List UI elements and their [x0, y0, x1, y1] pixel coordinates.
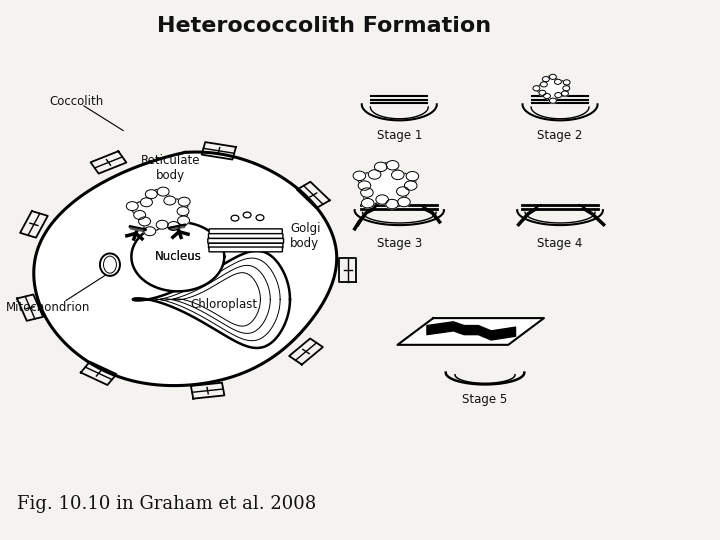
- Circle shape: [353, 171, 366, 180]
- Circle shape: [397, 187, 409, 196]
- Circle shape: [542, 77, 549, 82]
- Circle shape: [144, 227, 156, 235]
- Circle shape: [168, 221, 179, 231]
- Text: Stage 4: Stage 4: [537, 237, 582, 250]
- Circle shape: [405, 181, 417, 190]
- Circle shape: [126, 201, 138, 211]
- Text: Golgi
body: Golgi body: [290, 222, 320, 251]
- Circle shape: [156, 220, 168, 229]
- Polygon shape: [355, 161, 417, 207]
- FancyBboxPatch shape: [209, 234, 283, 239]
- Circle shape: [533, 86, 540, 91]
- Circle shape: [358, 181, 371, 190]
- Circle shape: [554, 92, 562, 98]
- Circle shape: [562, 91, 568, 96]
- FancyBboxPatch shape: [209, 244, 283, 248]
- Circle shape: [539, 90, 546, 96]
- Text: Reticulate
body: Reticulate body: [141, 154, 200, 182]
- Circle shape: [406, 172, 419, 181]
- Circle shape: [387, 160, 399, 170]
- Circle shape: [140, 198, 153, 207]
- Polygon shape: [129, 226, 146, 231]
- Polygon shape: [130, 228, 144, 232]
- Circle shape: [361, 199, 374, 208]
- Polygon shape: [534, 75, 569, 103]
- Circle shape: [386, 199, 398, 209]
- Circle shape: [544, 93, 550, 99]
- Polygon shape: [34, 152, 337, 386]
- FancyBboxPatch shape: [209, 247, 282, 252]
- Circle shape: [164, 196, 176, 205]
- Text: Stage 3: Stage 3: [377, 237, 422, 250]
- Circle shape: [554, 79, 562, 84]
- Text: Mitochondrion: Mitochondrion: [6, 301, 91, 314]
- Text: Stage 2: Stage 2: [537, 130, 582, 143]
- Text: Nucleus: Nucleus: [154, 250, 202, 263]
- Circle shape: [541, 82, 547, 87]
- Circle shape: [374, 162, 387, 172]
- Text: Fig. 10.10 in Graham et al. 2008: Fig. 10.10 in Graham et al. 2008: [17, 495, 316, 513]
- FancyBboxPatch shape: [208, 239, 284, 244]
- Text: Nucleus: Nucleus: [154, 250, 202, 263]
- Circle shape: [134, 211, 145, 219]
- Circle shape: [549, 75, 557, 79]
- Ellipse shape: [100, 253, 120, 276]
- Polygon shape: [168, 224, 186, 229]
- Circle shape: [138, 217, 150, 226]
- Circle shape: [145, 190, 157, 199]
- Text: Chloroplast: Chloroplast: [191, 298, 258, 311]
- Polygon shape: [131, 222, 224, 292]
- Circle shape: [563, 86, 570, 91]
- Text: Stage 5: Stage 5: [462, 393, 508, 406]
- Polygon shape: [397, 318, 544, 345]
- Text: Coccolith: Coccolith: [49, 95, 104, 108]
- Circle shape: [157, 187, 169, 196]
- Circle shape: [369, 170, 381, 179]
- Circle shape: [178, 216, 189, 225]
- FancyBboxPatch shape: [209, 229, 282, 234]
- Polygon shape: [127, 188, 189, 235]
- Text: Stage 1: Stage 1: [377, 130, 422, 143]
- Circle shape: [392, 170, 404, 180]
- Polygon shape: [132, 251, 290, 348]
- Circle shape: [563, 80, 570, 85]
- Circle shape: [179, 197, 190, 206]
- Circle shape: [361, 188, 373, 197]
- Circle shape: [549, 98, 557, 103]
- Circle shape: [376, 195, 389, 204]
- Text: Heterococcolith Formation: Heterococcolith Formation: [157, 16, 491, 36]
- Polygon shape: [171, 226, 185, 230]
- Circle shape: [177, 207, 189, 215]
- Circle shape: [397, 197, 410, 207]
